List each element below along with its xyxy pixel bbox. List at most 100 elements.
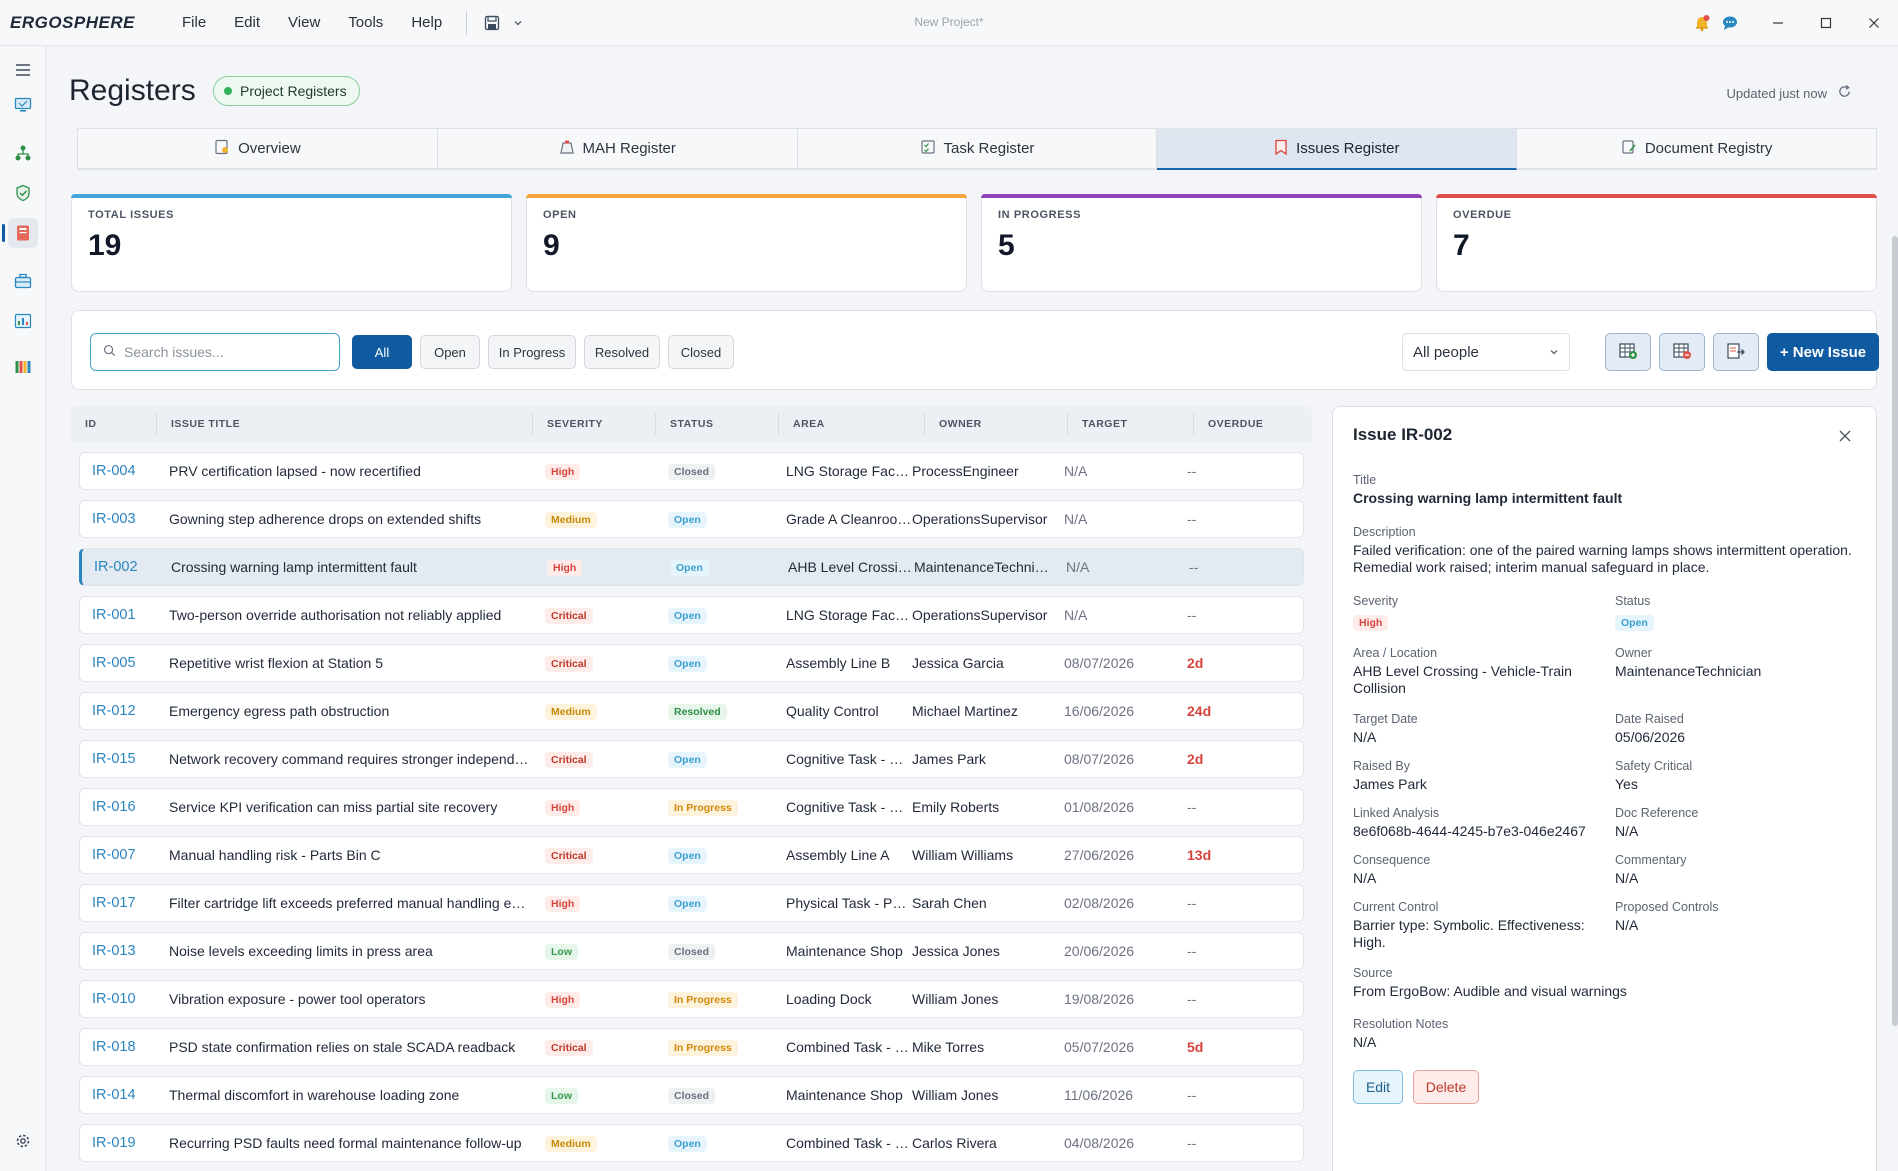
col-owner[interactable]: OWNER: [924, 413, 1067, 435]
bell-icon[interactable]: [1688, 0, 1716, 46]
severity-cell: Medium: [533, 702, 656, 720]
analytics-icon[interactable]: [8, 306, 38, 336]
edit-button[interactable]: Edit: [1353, 1070, 1403, 1104]
settings-gear-icon[interactable]: [8, 1126, 38, 1156]
issue-id-link[interactable]: IR-019: [92, 1135, 136, 1151]
issue-id-link[interactable]: IR-001: [92, 607, 136, 623]
severity-badge: Low: [545, 1088, 578, 1104]
filter-closed-button[interactable]: Closed: [668, 335, 734, 369]
col-issue-title[interactable]: ISSUE TITLE: [156, 413, 532, 435]
issue-id-link[interactable]: IR-014: [92, 1087, 136, 1103]
table-row[interactable]: IR-016 Service KPI verification can miss …: [79, 788, 1304, 826]
issue-id-link[interactable]: IR-003: [92, 511, 136, 527]
detail-raised: 05/06/2026: [1615, 729, 1686, 745]
table-row[interactable]: IR-005 Repetitive wrist flexion at Statio…: [79, 644, 1304, 682]
field-label: Severity: [1353, 594, 1399, 608]
registers-book-icon[interactable]: [2, 218, 38, 248]
new-issue-button[interactable]: + New Issue: [1767, 333, 1879, 371]
export-table-button[interactable]: [1659, 333, 1705, 371]
col-status[interactable]: STATUS: [655, 413, 778, 435]
tab-task-register[interactable]: Task Register: [797, 128, 1158, 170]
tab-mah-register[interactable]: MAH Register: [437, 128, 798, 170]
severity-badge: High: [545, 800, 581, 816]
menu-view[interactable]: View: [288, 14, 321, 31]
issue-id-link[interactable]: IR-002: [94, 559, 138, 575]
table-row[interactable]: IR-002 Crossing warning lamp intermittent…: [79, 548, 1304, 586]
target-cell: 27/06/2026: [1064, 847, 1135, 863]
minimize-icon[interactable]: [1754, 0, 1802, 46]
chat-icon[interactable]: [1716, 0, 1744, 46]
status-badge: Open: [1615, 615, 1654, 631]
close-icon[interactable]: [1838, 429, 1854, 445]
filter-resolved-button[interactable]: Resolved: [584, 335, 660, 369]
detail-title-field: Title Crossing warning lamp intermittent…: [1353, 473, 1853, 507]
shield-icon[interactable]: [8, 178, 38, 208]
severity-cell: High: [533, 990, 656, 1008]
col-area[interactable]: AREA: [778, 413, 924, 435]
table-row[interactable]: IR-017 Filter cartridge lift exceeds pref…: [79, 884, 1304, 922]
close-window-icon[interactable]: [1850, 0, 1898, 46]
col-overdue[interactable]: OVERDUE: [1193, 413, 1308, 435]
issue-id-link[interactable]: IR-007: [92, 847, 136, 863]
tab-document-registry[interactable]: Document Registry: [1517, 128, 1877, 170]
menu-edit[interactable]: Edit: [234, 14, 261, 31]
issue-id-link[interactable]: IR-005: [92, 655, 136, 671]
col-id[interactable]: ID: [85, 418, 97, 430]
table-row[interactable]: IR-003 Gowning step adherence drops on ex…: [79, 500, 1304, 538]
table-row[interactable]: IR-012 Emergency egress path obstruction M…: [79, 692, 1304, 730]
delete-button[interactable]: Delete: [1413, 1070, 1479, 1104]
search-input[interactable]: [124, 344, 324, 360]
chevron-down-icon[interactable]: [505, 10, 531, 36]
export-report-button[interactable]: [1713, 333, 1759, 371]
detail-source: From ErgoBow: Audible and visual warning…: [1353, 983, 1627, 999]
table-row[interactable]: IR-007 Manual handling risk - Parts Bin C…: [79, 836, 1304, 874]
maximize-icon[interactable]: [1802, 0, 1850, 46]
status-badge: Open: [668, 848, 707, 864]
severity-cell: Low: [533, 942, 656, 960]
table-row[interactable]: IR-004 PRV certification lapsed - now rec…: [79, 452, 1304, 490]
filter-in-progress-button[interactable]: In Progress: [488, 335, 576, 369]
issue-id-link[interactable]: IR-015: [92, 751, 136, 767]
menu-tools[interactable]: Tools: [348, 14, 384, 31]
severity-badge: High: [545, 464, 581, 480]
table-row[interactable]: IR-001 Two-person override authorisation …: [79, 596, 1304, 634]
detail-current-control-field: Current Control Barrier type: Symbolic. …: [1353, 900, 1598, 951]
menu-file[interactable]: File: [182, 14, 207, 31]
save-icon[interactable]: [479, 10, 505, 36]
table-row[interactable]: IR-019 Recurring PSD faults need formal m…: [79, 1124, 1304, 1162]
issue-id-link[interactable]: IR-018: [92, 1039, 136, 1055]
hamburger-menu-icon[interactable]: [8, 55, 38, 85]
filter-all-button[interactable]: All: [352, 335, 412, 369]
people-select[interactable]: All people: [1402, 333, 1570, 371]
issue-id-link[interactable]: IR-012: [92, 703, 136, 719]
table-row[interactable]: IR-018 PSD state confirmation relies on s…: [79, 1028, 1304, 1066]
export-excel-button[interactable]: [1605, 333, 1651, 371]
field-label: Consequence: [1353, 853, 1431, 867]
monitor-icon[interactable]: [8, 90, 38, 120]
toolbox-icon[interactable]: [8, 266, 38, 296]
scrollbar[interactable]: [1892, 236, 1898, 1026]
overdue-cell: 24d: [1187, 703, 1212, 719]
col-severity[interactable]: SEVERITY: [532, 413, 655, 435]
issue-id-link[interactable]: IR-010: [92, 991, 136, 1007]
tab-overview[interactable]: Overview: [77, 128, 438, 170]
refresh-icon[interactable]: [1837, 84, 1852, 102]
detail-linked[interactable]: 8e6f068b-4644-4245-b7e3-046e2467: [1353, 823, 1586, 839]
table-row[interactable]: IR-013 Noise levels exceeding limits in p…: [79, 932, 1304, 970]
table-row[interactable]: IR-014 Thermal discomfort in warehouse lo…: [79, 1076, 1304, 1114]
document-export-icon: [1726, 342, 1746, 363]
severity-badge: Medium: [545, 1136, 597, 1152]
hierarchy-icon[interactable]: [8, 138, 38, 168]
menu-help[interactable]: Help: [411, 14, 443, 31]
col-target[interactable]: TARGET: [1067, 413, 1193, 435]
tab-issues-register[interactable]: Issues Register: [1157, 128, 1518, 170]
chevron-down-icon: [1549, 344, 1559, 361]
issue-id-link[interactable]: IR-016: [92, 799, 136, 815]
library-icon[interactable]: [8, 352, 38, 382]
table-row[interactable]: IR-010 Vibration exposure - power tool op…: [79, 980, 1304, 1018]
filter-open-button[interactable]: Open: [420, 335, 480, 369]
issue-id-link[interactable]: IR-017: [92, 895, 136, 911]
table-row[interactable]: IR-015 Network recovery command requires …: [79, 740, 1304, 778]
issue-id-link[interactable]: IR-004: [92, 463, 136, 479]
issue-id-link[interactable]: IR-013: [92, 943, 136, 959]
